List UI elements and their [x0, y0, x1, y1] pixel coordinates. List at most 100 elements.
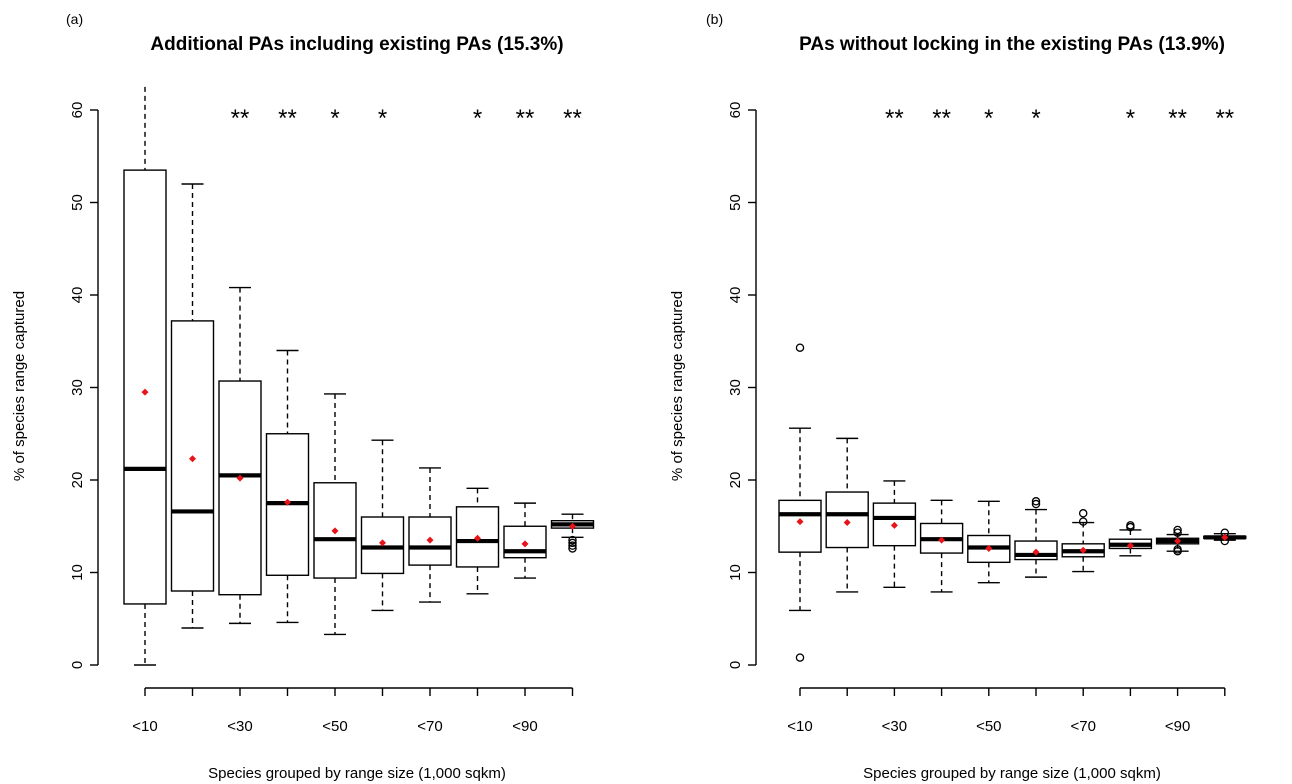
mean-marker — [1032, 548, 1040, 556]
chart-title: Additional PAs including existing PAs (1… — [150, 34, 563, 55]
y-tick-label: 60 — [727, 102, 744, 119]
panel-b: (b) PAs without locking in the existing … — [669, 11, 1247, 782]
x-tick-label: <50 — [322, 718, 347, 735]
mean-marker — [796, 518, 804, 526]
box-8 — [1108, 521, 1153, 557]
box-body — [123, 169, 167, 605]
significance-label: ** — [885, 105, 904, 132]
mean-marker — [189, 455, 196, 463]
mean-marker — [843, 519, 851, 527]
outlier-point — [568, 544, 577, 553]
box-series — [123, 86, 595, 666]
box-7 — [1061, 509, 1105, 573]
box-2 — [170, 183, 215, 629]
x-tick-label: <10 — [132, 718, 157, 735]
box-4 — [265, 349, 310, 624]
box-9 — [1155, 525, 1200, 556]
x-tick-label: <30 — [227, 718, 252, 735]
x-tick-label: <90 — [1165, 718, 1190, 735]
box-6 — [360, 439, 405, 612]
box-5 — [313, 393, 357, 636]
outlier-point — [795, 653, 805, 662]
mean-marker — [890, 521, 898, 529]
mean-marker — [1079, 546, 1087, 554]
box-5 — [967, 500, 1011, 584]
outlier-point — [1126, 521, 1135, 530]
y-tick-label: 50 — [69, 194, 86, 211]
x-axis: <10 <30 <50 <70 <90 — [787, 687, 1226, 735]
mean-marker — [474, 534, 481, 542]
significance-label: ** — [1168, 105, 1187, 132]
x-tick-label: <70 — [417, 718, 442, 735]
y-tick-label: 10 — [69, 564, 86, 581]
outlier-point — [795, 343, 805, 352]
outlier-point — [568, 535, 577, 545]
y-axis-label: % of species range captured — [669, 291, 686, 481]
panel-label: (a) — [66, 11, 83, 27]
significance-label: ** — [563, 105, 582, 132]
box-3 — [872, 480, 917, 588]
chart-title: PAs without locking in the existing PAs … — [799, 34, 1225, 55]
outlier-point — [1173, 545, 1182, 554]
mean-marker — [331, 527, 339, 535]
y-tick-label: 50 — [727, 194, 744, 211]
mean-marker — [426, 536, 434, 544]
significance-label: ** — [278, 105, 297, 132]
box-1 — [778, 343, 822, 662]
y-tick-label: 20 — [727, 472, 744, 489]
x-axis: <10 <30 <50 <70 <90 — [132, 687, 574, 735]
y-tick-label: 10 — [727, 564, 744, 581]
significance-label: * — [1126, 105, 1135, 132]
box-8 — [455, 487, 500, 595]
x-tick-label: <30 — [882, 718, 907, 735]
outlier-point — [568, 541, 577, 550]
y-tick-label: 20 — [69, 472, 86, 489]
outlier-point — [1031, 499, 1041, 509]
significance-label: * — [473, 105, 482, 132]
y-axis: 0 10 20 30 40 50 60 — [727, 102, 757, 669]
y-tick-label: 30 — [727, 379, 744, 396]
mean-marker — [985, 544, 993, 552]
significance-label: * — [378, 105, 387, 132]
panel-a: (a) Additional PAs including existing PA… — [11, 11, 595, 782]
y-tick-label: 40 — [69, 287, 86, 304]
mean-marker — [521, 540, 529, 548]
y-tick-label: 0 — [727, 661, 744, 669]
mean-marker — [284, 498, 291, 506]
x-tick-label: <90 — [512, 718, 537, 735]
x-tick-label: <10 — [787, 718, 812, 735]
significance-markers: ** ** * * * ** ** — [231, 105, 582, 132]
y-tick-label: 40 — [727, 287, 744, 304]
y-tick-label: 30 — [69, 379, 86, 396]
x-axis-label: Species grouped by range size (1,000 sqk… — [863, 765, 1161, 782]
mean-marker — [141, 388, 149, 396]
mean-marker — [236, 474, 244, 482]
box-2 — [825, 437, 869, 593]
mean-marker — [1174, 537, 1182, 545]
mean-marker — [938, 536, 946, 544]
significance-label: * — [330, 105, 339, 132]
x-tick-label: <70 — [1070, 718, 1095, 735]
box-1 — [123, 86, 167, 666]
box-10 — [550, 513, 595, 553]
box-3 — [218, 286, 262, 625]
mean-marker — [1126, 542, 1134, 550]
box-6 — [1014, 497, 1058, 578]
box-body — [218, 380, 262, 596]
box-10 — [1203, 528, 1247, 546]
mean-marker — [569, 522, 576, 530]
panel-label: (b) — [706, 11, 723, 27]
significance-markers: ** ** * * * ** ** — [885, 105, 1234, 132]
mean-marker — [1221, 533, 1229, 541]
box-4 — [919, 499, 964, 593]
box-body — [408, 516, 452, 566]
significance-label: * — [1031, 105, 1040, 132]
y-tick-label: 0 — [69, 661, 86, 669]
outlier-point — [1173, 525, 1182, 535]
y-tick-label: 60 — [69, 102, 86, 119]
y-axis: 0 10 20 30 40 50 60 — [69, 102, 99, 669]
box-series — [778, 343, 1247, 662]
box-7 — [408, 467, 452, 603]
outlier-point — [1031, 497, 1041, 506]
